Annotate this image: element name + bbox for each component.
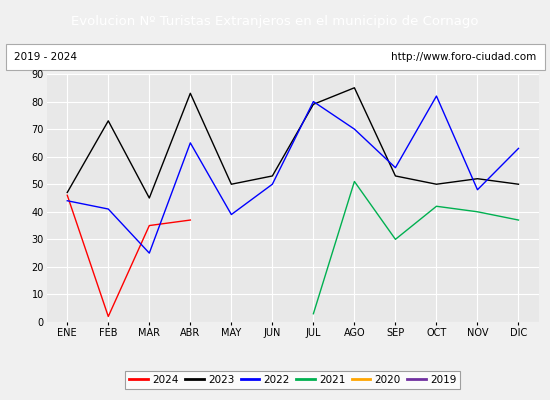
Legend: 2024, 2023, 2022, 2021, 2020, 2019: 2024, 2023, 2022, 2021, 2020, 2019 <box>125 371 460 389</box>
Text: 2019 - 2024: 2019 - 2024 <box>14 52 77 62</box>
Text: http://www.foro-ciudad.com: http://www.foro-ciudad.com <box>391 52 536 62</box>
FancyBboxPatch shape <box>6 44 544 70</box>
Text: Evolucion Nº Turistas Extranjeros en el municipio de Cornago: Evolucion Nº Turistas Extranjeros en el … <box>72 14 478 28</box>
